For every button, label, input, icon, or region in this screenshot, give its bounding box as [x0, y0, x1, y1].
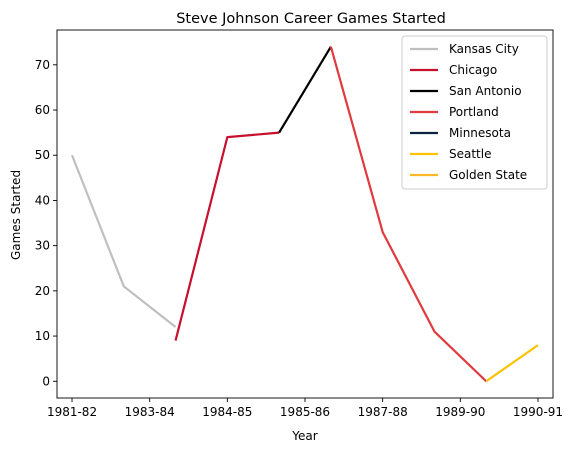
x-axis-label: Year	[291, 429, 317, 443]
legend-entry: San Antonio	[449, 84, 522, 98]
x-tick-label: 1985-86	[280, 405, 330, 419]
y-tick-label: 70	[35, 58, 50, 72]
series-line-portland	[329, 46, 487, 383]
y-tick-label: 30	[35, 239, 50, 253]
legend-entry: Portland	[449, 105, 499, 119]
series-line-kansas-city	[70, 154, 177, 328]
y-tick-label: 40	[35, 193, 50, 207]
legend-entry: Golden State	[449, 168, 527, 182]
chart-title: Steve Johnson Career Games Started	[176, 11, 446, 27]
legend-entry: Minnesota	[449, 126, 511, 140]
legend-box	[401, 35, 548, 190]
x-tick-label: 1983-84	[125, 405, 175, 419]
series-line-chicago	[174, 131, 280, 341]
y-tick-label: 10	[35, 329, 50, 343]
plot-area: 1981-82 1983-84 1984-85 1985-86 1987-88 1989-…	[35, 29, 563, 419]
y-tick-label: 0	[42, 374, 50, 388]
series-line-seattle	[485, 344, 539, 383]
x-tick-label: 1981-82	[47, 405, 97, 419]
y-tick-label: 50	[35, 148, 50, 162]
series-line-san-antonio	[278, 46, 332, 134]
y-axis-label: Games Started	[9, 170, 23, 260]
x-tick-label: 1990-91	[513, 405, 563, 419]
legend-entry: Chicago	[449, 63, 497, 77]
y-tick-label: 60	[35, 103, 50, 117]
x-tick-label: 1984-85	[202, 405, 252, 419]
y-tick-label: 20	[35, 284, 50, 298]
x-tick-label: 1989-90	[435, 405, 485, 419]
legend: Kansas City Chicago San Antonio Portland Min…	[401, 35, 548, 190]
legend-entry: Kansas City	[449, 42, 519, 56]
x-tick-label: 1987-88	[358, 405, 408, 419]
legend-entry: Seattle	[449, 147, 491, 161]
